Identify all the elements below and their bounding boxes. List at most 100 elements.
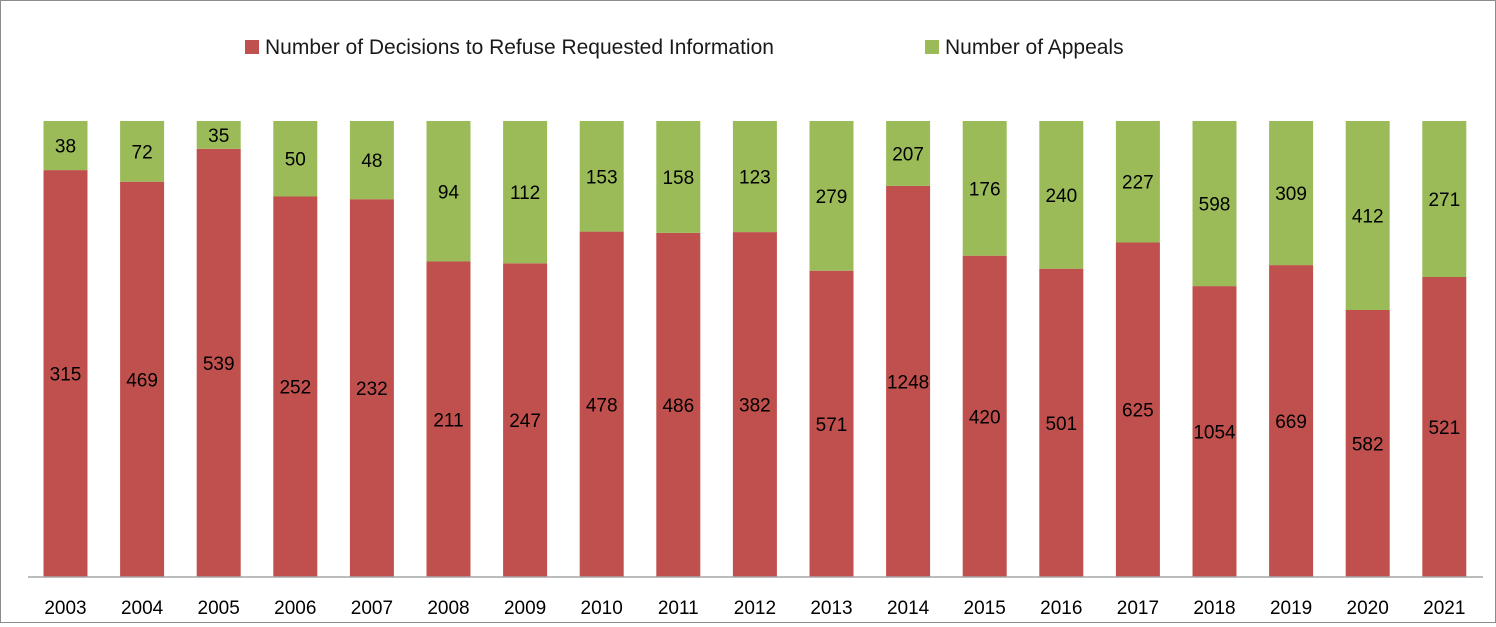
data-label-appeals-2019: 309 xyxy=(1275,184,1307,205)
bar-appeals-2009 xyxy=(503,121,548,264)
x-tick-label-2007: 2007 xyxy=(351,598,393,619)
data-label-appeals-2010: 153 xyxy=(586,167,618,188)
bar-appeals-2019 xyxy=(1269,121,1314,266)
x-tick-label-2009: 2009 xyxy=(504,598,546,619)
data-label-refusals-2018: 1054 xyxy=(1193,423,1236,444)
data-label-refusals-2003: 315 xyxy=(50,365,82,386)
legend-swatch-refusals xyxy=(245,40,259,54)
data-label-appeals-2013: 279 xyxy=(816,187,848,208)
data-label-refusals-2010: 478 xyxy=(586,395,618,416)
bar-refusals-2015 xyxy=(962,255,1007,577)
data-label-refusals-2006: 252 xyxy=(279,378,311,399)
bar-refusals-2019 xyxy=(1269,265,1314,577)
data-label-refusals-2020: 582 xyxy=(1352,435,1384,456)
data-label-appeals-2018: 598 xyxy=(1199,195,1231,216)
bar-refusals-2018 xyxy=(1192,286,1237,577)
bar-refusals-2017 xyxy=(1115,242,1160,577)
bar-refusals-2009 xyxy=(503,263,548,577)
bar-refusals-2016 xyxy=(1039,268,1084,577)
bar-refusals-2020 xyxy=(1345,310,1390,577)
data-label-appeals-2008: 94 xyxy=(438,182,460,203)
data-label-appeals-2006: 50 xyxy=(285,150,306,171)
x-tick-label-2019: 2019 xyxy=(1270,598,1312,619)
bar-appeals-2005 xyxy=(196,121,241,149)
data-label-appeals-2003: 38 xyxy=(55,137,76,158)
x-tick-label-2008: 2008 xyxy=(427,598,469,619)
bars-group xyxy=(43,121,1467,578)
x-tick-label-2003: 2003 xyxy=(44,598,86,619)
x-tick-label-2011: 2011 xyxy=(658,598,699,619)
bar-appeals-2020 xyxy=(1345,121,1390,310)
data-label-appeals-2015: 176 xyxy=(969,179,1001,200)
x-tick-label-2012: 2012 xyxy=(734,598,776,619)
data-label-appeals-2009: 112 xyxy=(510,183,540,204)
bar-appeals-2014 xyxy=(886,121,931,186)
data-label-refusals-2008: 211 xyxy=(433,410,463,431)
x-tick-label-2014: 2014 xyxy=(887,598,930,619)
bar-appeals-2015 xyxy=(962,121,1007,256)
bar-refusals-2011 xyxy=(656,232,701,577)
legend-label-refusals: Number of Decisions to Refuse Requested … xyxy=(265,36,774,59)
data-label-appeals-2017: 227 xyxy=(1122,173,1154,194)
data-label-appeals-2020: 412 xyxy=(1352,207,1384,228)
data-label-appeals-2007: 48 xyxy=(361,151,382,172)
bar-refusals-2005 xyxy=(196,148,241,578)
data-label-refusals-2004: 469 xyxy=(126,370,158,391)
legend: Number of Decisions to Refuse Requested … xyxy=(245,36,1124,59)
bar-appeals-2011 xyxy=(656,121,701,233)
data-label-refusals-2011: 486 xyxy=(662,396,694,417)
bar-appeals-2021 xyxy=(1422,121,1467,277)
data-label-appeals-2014: 207 xyxy=(892,144,924,165)
bar-refusals-2013 xyxy=(809,270,854,577)
x-tick-label-2013: 2013 xyxy=(810,598,852,619)
x-tick-label-2016: 2016 xyxy=(1040,598,1082,619)
bar-appeals-2008 xyxy=(426,121,471,262)
x-tick-label-2017: 2017 xyxy=(1117,598,1159,619)
bar-appeals-2007 xyxy=(349,121,394,200)
bar-appeals-2012 xyxy=(732,121,777,233)
x-tick-label-2020: 2020 xyxy=(1347,598,1389,619)
bar-refusals-2006 xyxy=(273,196,318,577)
bar-refusals-2004 xyxy=(120,181,165,577)
legend-swatch-appeals xyxy=(925,40,939,54)
x-tick-label-2004: 2004 xyxy=(121,598,164,619)
x-tick-label-2005: 2005 xyxy=(198,598,240,619)
bar-appeals-2010 xyxy=(579,121,624,232)
data-label-refusals-2019: 669 xyxy=(1275,412,1307,433)
data-label-refusals-2021: 521 xyxy=(1428,418,1460,439)
bar-appeals-2018 xyxy=(1192,121,1237,287)
data-label-appeals-2005: 35 xyxy=(208,126,229,147)
data-label-appeals-2021: 271 xyxy=(1428,190,1460,211)
x-tick-label-2018: 2018 xyxy=(1193,598,1235,619)
legend-label-appeals: Number of Appeals xyxy=(945,36,1124,59)
bar-appeals-2017 xyxy=(1115,121,1160,243)
data-label-refusals-2017: 625 xyxy=(1122,401,1154,422)
bar-refusals-2010 xyxy=(579,231,624,577)
x-tick-labels-group: 2003 2004 2005 2006 2007 2008 2009 2010 2011 2012… xyxy=(44,598,1465,619)
bar-appeals-2004 xyxy=(120,121,165,182)
bar-refusals-2021 xyxy=(1422,277,1467,577)
bar-appeals-2016 xyxy=(1039,121,1084,269)
data-label-refusals-2015: 420 xyxy=(969,407,1001,428)
data-label-refusals-2005: 539 xyxy=(203,354,235,375)
data-label-refusals-2016: 501 xyxy=(1045,414,1077,435)
data-label-refusals-2009: 247 xyxy=(509,411,541,432)
bar-refusals-2012 xyxy=(732,232,777,577)
x-tick-label-2006: 2006 xyxy=(274,598,316,619)
bar-appeals-2013 xyxy=(809,121,854,271)
data-label-appeals-2016: 240 xyxy=(1045,186,1077,207)
x-tick-label-2015: 2015 xyxy=(964,598,1006,619)
data-label-refusals-2007: 232 xyxy=(356,379,388,400)
data-label-refusals-2014: 1248 xyxy=(887,372,929,393)
data-label-appeals-2004: 72 xyxy=(132,142,153,163)
bar-appeals-2003 xyxy=(43,121,88,171)
data-label-refusals-2012: 382 xyxy=(739,396,771,417)
bar-refusals-2007 xyxy=(349,199,394,577)
bar-refusals-2014 xyxy=(886,185,931,577)
data-label-appeals-2011: 158 xyxy=(662,168,694,189)
bar-appeals-2006 xyxy=(273,121,318,197)
bar-refusals-2008 xyxy=(426,261,471,577)
data-label-refusals-2013: 571 xyxy=(816,415,848,436)
